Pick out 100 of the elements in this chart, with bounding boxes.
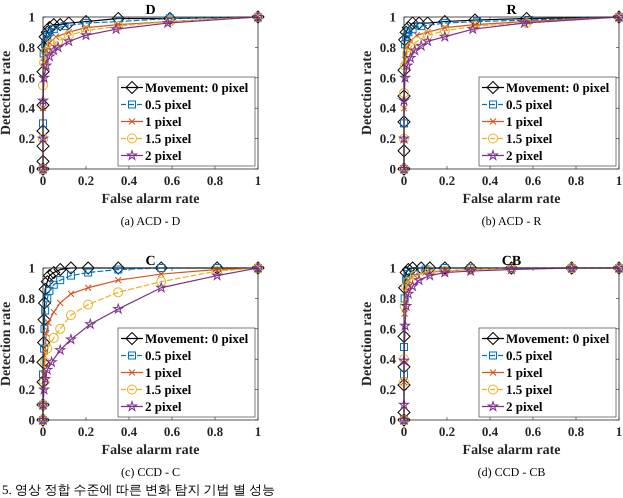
- chart-title: C: [145, 254, 156, 269]
- point: [38, 313, 51, 326]
- legend-label: 0.5 pixel: [145, 348, 192, 363]
- point: [82, 24, 90, 32]
- point: [41, 306, 50, 315]
- chart-title: CB: [502, 254, 522, 269]
- point: [36, 98, 50, 112]
- legend-label: 1.5 pixel: [506, 131, 553, 146]
- point: [398, 115, 410, 128]
- point: [56, 276, 64, 284]
- point: [50, 25, 58, 34]
- point: [470, 21, 480, 32]
- legend-label: 2 pixel: [506, 148, 543, 163]
- legend-label: 0.5 pixel: [506, 97, 553, 112]
- x-tick-label: 0.6: [524, 173, 542, 188]
- point: [410, 45, 420, 55]
- x-tick-label: 0: [40, 424, 46, 439]
- point: [400, 72, 410, 82]
- point: [82, 262, 95, 274]
- point: [40, 275, 54, 288]
- point: [398, 360, 410, 374]
- point: [403, 288, 414, 298]
- point: [42, 330, 50, 337]
- legend-label: 2 pixel: [506, 399, 543, 414]
- point: [402, 21, 415, 34]
- point: [424, 270, 435, 280]
- x-tick-label: 0: [400, 173, 408, 188]
- point: [38, 282, 52, 296]
- point: [40, 26, 54, 39]
- legend-label: 1 pixel: [506, 114, 543, 129]
- legend-label: 1 pixel: [506, 365, 543, 380]
- point: [54, 263, 67, 276]
- point: [412, 36, 422, 46]
- legend-label: 1.5 pixel: [145, 382, 192, 397]
- point: [39, 119, 47, 128]
- point: [401, 281, 412, 292]
- point: [38, 80, 48, 90]
- x-tick-label: 0.6: [164, 173, 181, 188]
- point: [56, 299, 64, 306]
- x-tick-label: 1: [616, 424, 622, 439]
- y-tick-label: 0.2: [18, 131, 35, 146]
- point: [84, 268, 92, 277]
- point: [412, 16, 426, 30]
- y-axis-title: Detection rate: [360, 50, 375, 136]
- point: [402, 263, 415, 276]
- point: [41, 60, 52, 70]
- point: [414, 262, 428, 274]
- point: [406, 262, 420, 274]
- y-tick-label: 0: [28, 162, 35, 176]
- y-tick-label: 0.8: [380, 290, 396, 306]
- point: [403, 276, 414, 287]
- point: [421, 16, 434, 30]
- y-tick-label: 0.4: [18, 352, 36, 367]
- point: [440, 26, 450, 36]
- point: [64, 36, 74, 46]
- point: [156, 282, 166, 292]
- point: [405, 42, 416, 52]
- point: [112, 262, 125, 274]
- point: [408, 25, 417, 34]
- chart-title: D: [145, 3, 156, 18]
- point: [398, 33, 412, 46]
- point: [404, 44, 411, 51]
- point: [400, 294, 409, 302]
- legend-label: 1.5 pixel: [145, 131, 192, 146]
- point: [114, 276, 122, 284]
- point: [156, 276, 166, 287]
- point: [158, 270, 165, 278]
- text: (c) CCD - C: [121, 465, 180, 479]
- point: [40, 49, 48, 58]
- point: [52, 42, 64, 52]
- y-tick-label: 0.4: [380, 100, 396, 116]
- x-tick-label: 1: [616, 173, 622, 188]
- y-tick-label: 1: [28, 10, 35, 24]
- y-tick-label: 0.6: [380, 321, 396, 336]
- point: [401, 40, 410, 48]
- point: [400, 320, 410, 330]
- point: [40, 357, 50, 368]
- point: [55, 344, 66, 354]
- x-tick-label: 0.4: [120, 173, 138, 188]
- point: [423, 262, 436, 274]
- y-tick-label: 1: [390, 10, 396, 24]
- y-tick-label: 1: [28, 260, 35, 276]
- point: [522, 18, 532, 28]
- point: [408, 280, 418, 291]
- point: [64, 30, 74, 40]
- point: [37, 336, 50, 349]
- point: [113, 21, 124, 32]
- point: [520, 12, 534, 26]
- y-tick-label: 0.6: [380, 70, 396, 86]
- point: [212, 270, 222, 280]
- point: [413, 32, 420, 39]
- point: [42, 269, 56, 282]
- x-tick-label: 0.2: [78, 173, 94, 188]
- y-tick-label: 0: [390, 412, 396, 428]
- point: [84, 284, 92, 292]
- legend-label: Movement: 0 pixel: [506, 331, 610, 346]
- point: [40, 344, 48, 353]
- point: [400, 104, 408, 112]
- x-tick-label: 0.6: [524, 424, 542, 439]
- point: [441, 24, 448, 32]
